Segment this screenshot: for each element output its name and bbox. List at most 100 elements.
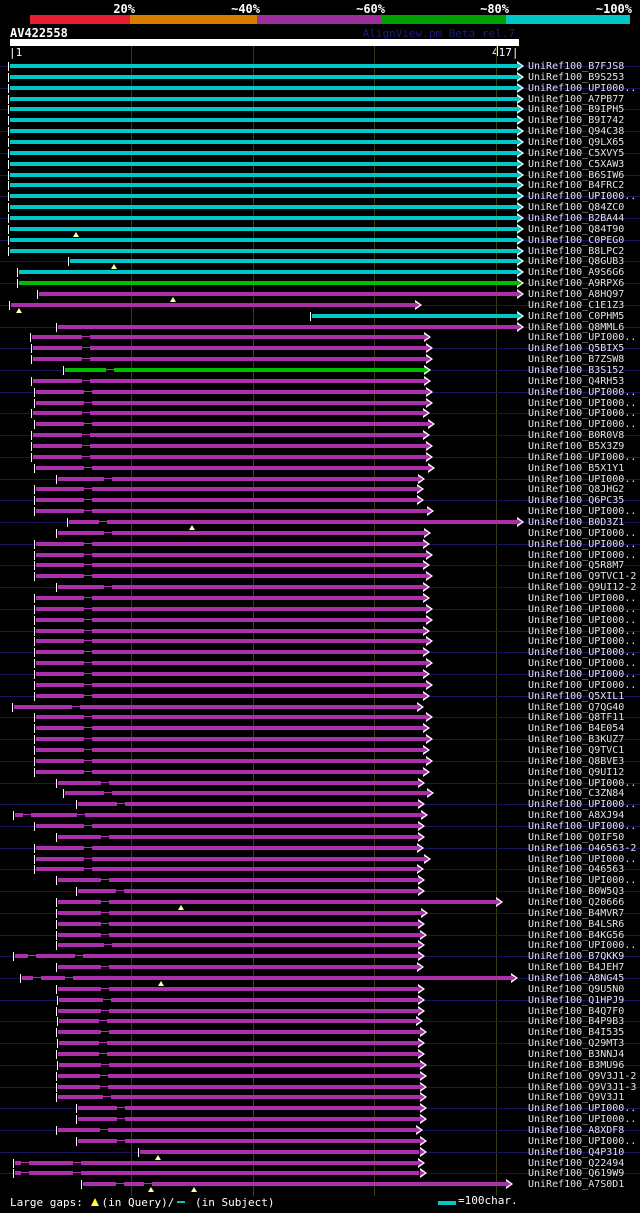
subject-label[interactable]: UniRef100_Q8MML6 (528, 321, 625, 333)
subject-label[interactable]: UniRef100_B0R0V8 (528, 430, 625, 442)
alignment-bar[interactable] (10, 64, 517, 68)
alignment-bar[interactable] (22, 976, 511, 980)
alignment-bar[interactable] (57, 476, 419, 481)
subject-label[interactable]: UniRef100_B9S253 (528, 71, 625, 83)
subject-label[interactable]: UniRef100_UPI000.. (528, 614, 637, 626)
subject-label[interactable]: UniRef100_UPI000.. (528, 397, 637, 409)
subject-label[interactable]: UniRef100_Q84ZC0 (528, 202, 625, 214)
alignment-bar[interactable] (33, 444, 426, 448)
alignment-bar[interactable] (35, 715, 426, 720)
alignment-bar[interactable] (57, 1052, 419, 1056)
alignment-bar[interactable] (78, 1106, 420, 1111)
alignment-bar[interactable] (35, 856, 425, 861)
alignment-bar[interactable] (35, 639, 426, 644)
alignment-bar[interactable] (33, 378, 425, 383)
alignment-bar[interactable] (39, 292, 518, 296)
subject-label[interactable]: UniRef100_UPI000.. (528, 593, 637, 604)
alignment-bar[interactable] (13, 704, 418, 709)
alignment-bar[interactable] (35, 541, 424, 546)
alignment-bar[interactable] (78, 1117, 420, 1122)
subject-label[interactable]: UniRef100_A9RPX6 (528, 278, 625, 290)
subject-label[interactable]: UniRef100_C3ZN84 (528, 788, 625, 800)
subject-label[interactable]: UniRef100_O46563-2 (528, 842, 637, 854)
alignment-bar[interactable] (10, 161, 517, 166)
alignment-bar[interactable] (58, 1062, 420, 1067)
subject-label[interactable]: UniRef100_Q9V3J1 (528, 1092, 625, 1104)
alignment-bar[interactable] (35, 693, 424, 698)
alignment-bar[interactable] (35, 422, 428, 427)
alignment-bar[interactable] (31, 335, 425, 340)
alignment-bar[interactable] (58, 997, 419, 1002)
alignment-bar[interactable] (18, 270, 517, 275)
alignment-bar[interactable] (14, 1160, 419, 1165)
alignment-bar[interactable] (35, 867, 418, 872)
subject-label[interactable]: UniRef100_B4Q7F0 (528, 1005, 625, 1017)
subject-label[interactable]: UniRef100_B4E054 (528, 723, 625, 735)
alignment-bar[interactable] (10, 74, 517, 79)
alignment-bar[interactable] (57, 932, 420, 937)
subject-label[interactable]: UniRef100_B4FRC2 (528, 180, 625, 192)
alignment-bar[interactable] (35, 726, 424, 731)
subject-label[interactable]: UniRef100_UPI000.. (528, 636, 637, 648)
subject-label[interactable]: UniRef100_Q619W9 (528, 1168, 625, 1180)
subject-label[interactable]: UniRef100_B7ZSW8 (528, 354, 625, 366)
subject-label[interactable]: UniRef100_UPI000.. (528, 549, 637, 561)
alignment-bar[interactable] (10, 226, 517, 231)
subject-label[interactable]: UniRef100_UPI000.. (528, 1114, 637, 1126)
subject-label[interactable]: UniRef100_Q4RH53 (528, 375, 625, 387)
subject-label[interactable]: UniRef100_Q9V3J1-3 (528, 1081, 637, 1093)
subject-label[interactable]: UniRef100_Q8GUB3 (528, 256, 625, 268)
alignment-bar[interactable] (10, 205, 517, 210)
subject-label[interactable]: UniRef100_Q9UI12-2 (528, 582, 637, 594)
subject-label[interactable]: UniRef100_B4MVR7 (528, 907, 625, 919)
subject-label[interactable]: UniRef100_B8LPC2 (528, 245, 625, 257)
alignment-bar[interactable] (57, 878, 419, 883)
subject-label[interactable]: UniRef100_A8NG45 (528, 973, 625, 984)
subject-label[interactable]: UniRef100_A7PB77 (528, 93, 625, 105)
alignment-bar[interactable] (35, 389, 426, 394)
alignment-bar[interactable] (312, 313, 518, 318)
subject-label[interactable]: UniRef100_Q9TVC1-2 (528, 571, 637, 583)
subject-label[interactable]: UniRef100_B6SIW6 (528, 169, 625, 181)
alignment-bar[interactable] (57, 585, 424, 590)
alignment-bar[interactable] (57, 530, 425, 535)
alignment-bar[interactable] (33, 346, 426, 351)
alignment-bar[interactable] (57, 1095, 420, 1100)
subject-label[interactable]: UniRef100_B4JEH7 (528, 962, 625, 974)
subject-label[interactable]: UniRef100_C0PEG0 (528, 234, 625, 246)
alignment-bar[interactable] (10, 140, 517, 144)
alignment-bar[interactable] (14, 1171, 420, 1176)
subject-label[interactable]: UniRef100_UPI000.. (528, 647, 637, 659)
subject-label[interactable]: UniRef100_Q8TF11 (528, 712, 625, 724)
subject-label[interactable]: UniRef100_UPI000.. (528, 853, 637, 865)
subject-label[interactable]: UniRef100_UPI000.. (528, 191, 637, 203)
subject-label[interactable]: UniRef100_UPI000.. (528, 506, 637, 518)
subject-label[interactable]: UniRef100_Q8JHG2 (528, 484, 625, 496)
alignment-bar[interactable] (78, 1138, 420, 1143)
alignment-bar[interactable] (10, 85, 517, 90)
subject-label[interactable]: UniRef100_Q7QG40 (528, 701, 625, 713)
subject-label[interactable]: UniRef100_B7QKK9 (528, 951, 625, 963)
subject-label[interactable]: UniRef100_C0PHM5 (528, 310, 625, 322)
alignment-bar[interactable] (57, 834, 419, 839)
alignment-bar[interactable] (10, 118, 517, 123)
alignment-bar[interactable] (35, 824, 419, 828)
alignment-bar[interactable] (57, 1030, 420, 1035)
alignment-bar[interactable] (10, 248, 517, 253)
alignment-bar[interactable] (57, 1084, 420, 1089)
subject-label[interactable]: UniRef100_B9IPH5 (528, 104, 625, 116)
subject-label[interactable]: UniRef100_UPI000.. (528, 386, 637, 398)
subject-label[interactable]: UniRef100_UPI000.. (528, 658, 637, 670)
alignment-bar[interactable] (35, 748, 424, 752)
alignment-bar[interactable] (78, 802, 419, 807)
subject-label[interactable]: UniRef100_B0D3Z1 (528, 517, 625, 528)
alignment-bar[interactable] (33, 454, 426, 459)
alignment-bar[interactable] (35, 400, 426, 405)
alignment-bar[interactable] (35, 628, 424, 633)
subject-label[interactable]: UniRef100_UPI000.. (528, 1103, 637, 1115)
alignment-bar[interactable] (35, 672, 424, 676)
subject-label[interactable]: UniRef100_B3NNJ4 (528, 1049, 625, 1060)
subject-label[interactable]: UniRef100_Q5BIX5 (528, 343, 625, 355)
alignment-bar[interactable] (18, 281, 517, 286)
alignment-bar[interactable] (10, 172, 517, 177)
